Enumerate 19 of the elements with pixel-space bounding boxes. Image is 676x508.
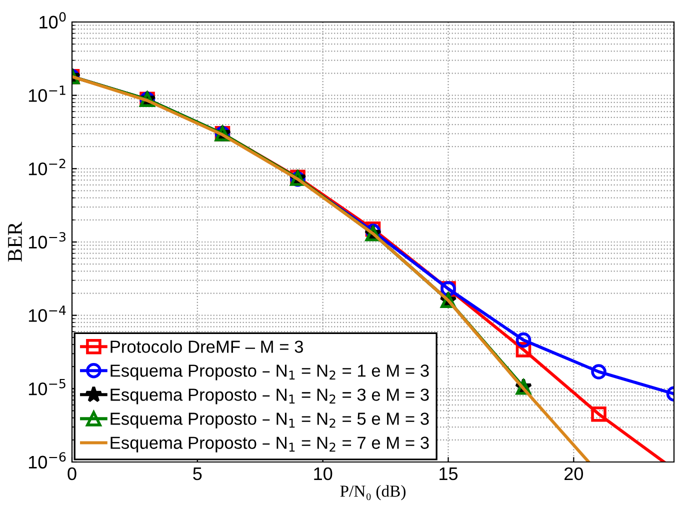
y-tick-label: 10$^{−1}$	[28, 86, 66, 102]
y-tick-label: 10$^{−3}$	[28, 232, 66, 249]
y-tick-label: 10$^{−5}$	[28, 378, 66, 396]
legend-label: Esquema Proposto – N$_{1}$ = N$_{2}$ = 3 e M = 3	[110, 388, 429, 404]
x-tick-label: 5	[193, 468, 202, 480]
y-axis-title: BER	[8, 222, 22, 262]
x-tick-label: 20	[564, 467, 584, 480]
x-axis-title: P/N₀ (dB)	[340, 485, 406, 500]
legend-label: Esquema Proposto – N$_{1}$ = N$_{2}$ = 7 e M = 3	[110, 436, 429, 452]
y-tick-label: 10$^{−2}$	[28, 158, 66, 176]
y-tick-label: 10$^{−4}$	[28, 306, 66, 322]
y-tick-label: 10$^{−6}$	[28, 452, 66, 469]
legend-label: Esquema Proposto – N$_{1}$ = N$_{2}$ = 5 e M = 3	[110, 412, 429, 428]
x-tick-label: 15	[440, 468, 458, 480]
x-tick-label: 0	[68, 467, 76, 480]
x-tick-label: 10	[314, 467, 332, 480]
y-tick-label: 10$^{0}$	[40, 12, 66, 29]
legend-label: Esquema Proposto – N$_{1}$ = N$_{2}$ = 1 e M = 3	[110, 364, 429, 380]
legend-label: Protocolo DreMF – M = 3	[110, 340, 303, 353]
